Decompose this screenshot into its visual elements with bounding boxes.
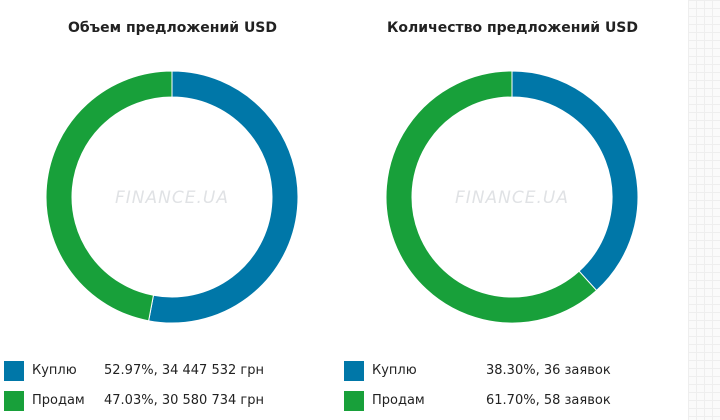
legend-item-sell: Продам 61.70%, 58 заявок: [340, 388, 685, 416]
legend-swatch-sell: [344, 391, 364, 411]
legend-label: Куплю: [32, 363, 77, 378]
donut-chart-count: FINANCE.UA: [385, 70, 639, 324]
legend-label: Продам: [372, 393, 425, 408]
chart-title: Объем предложений USD: [67, 20, 278, 36]
legend-label: Продам: [32, 393, 85, 408]
legend-value: 61.70%, 58 заявок: [486, 393, 611, 408]
chart-title: Количество предложений USD: [386, 20, 639, 36]
legend-item-buy: Куплю 52.97%, 34 447 532 грн: [0, 358, 345, 386]
legend-label: Куплю: [372, 363, 417, 378]
legend-item-buy: Куплю 38.30%, 36 заявок: [340, 358, 685, 386]
slice-sell[interactable]: [385, 70, 598, 324]
legend-value: 47.03%, 30 580 734 грн: [104, 393, 264, 408]
volume-chart-panel: Объем предложений USD FINANCE.UA Куплю 5…: [0, 0, 345, 420]
background-grid: [688, 0, 720, 420]
legend-value: 52.97%, 34 447 532 грн: [104, 363, 264, 378]
watermark-logo: FINANCE.UA: [455, 188, 569, 208]
legend-swatch-buy: [344, 361, 364, 381]
slice-sell[interactable]: [45, 70, 173, 322]
legend-item-sell: Продам 47.03%, 30 580 734 грн: [0, 388, 345, 416]
legend-swatch-buy: [4, 361, 24, 381]
legend-value: 38.30%, 36 заявок: [486, 363, 611, 378]
donut-chart-volume: FINANCE.UA: [45, 70, 299, 324]
legend-swatch-sell: [4, 391, 24, 411]
slice-buy[interactable]: [511, 70, 639, 292]
watermark-logo: FINANCE.UA: [115, 188, 229, 208]
slice-buy[interactable]: [148, 70, 299, 324]
count-chart-panel: Количество предложений USD FINANCE.UA Ку…: [340, 0, 685, 420]
